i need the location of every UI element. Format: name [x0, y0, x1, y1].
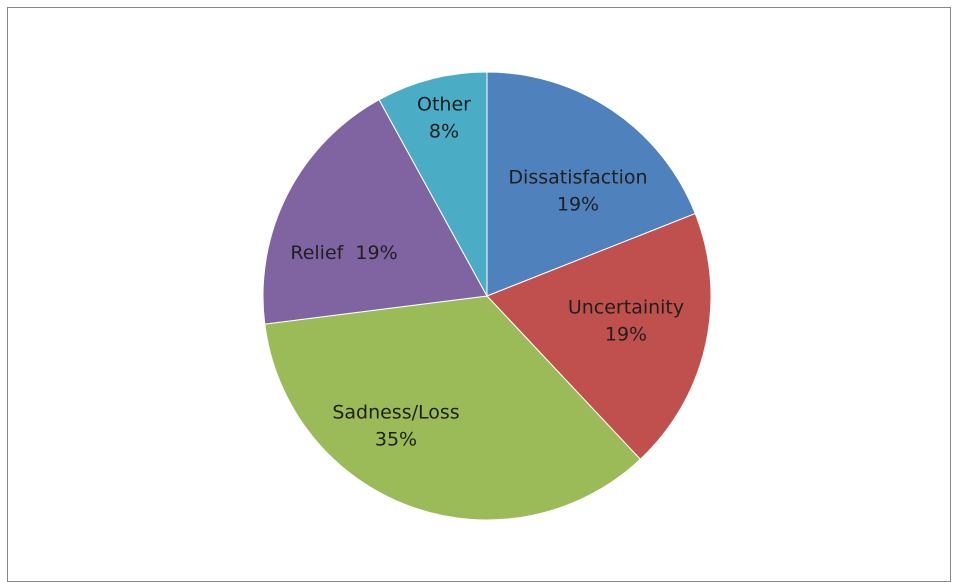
data-label-dissatisfaction: Dissatisfaction 19%	[508, 167, 647, 216]
pie-labels: Dissatisfaction 19% Uncertainity 19% Sadness…	[290, 94, 684, 451]
pie-slices	[262, 71, 712, 521]
pie-slice-uncertainity	[486, 212, 712, 460]
pie-slice-other	[378, 71, 488, 297]
data-label-uncertainity: Uncertainity 19%	[568, 297, 684, 346]
pie-slice-dissatisfaction	[486, 71, 696, 297]
data-label-sadness-loss: Sadness/Loss 35%	[332, 402, 459, 451]
pie-slice-relief	[262, 99, 488, 325]
data-label-relief: Relief 19%	[290, 242, 397, 264]
pie-slice-sadness-loss	[264, 295, 642, 521]
data-label-other: Other 8%	[417, 94, 471, 143]
